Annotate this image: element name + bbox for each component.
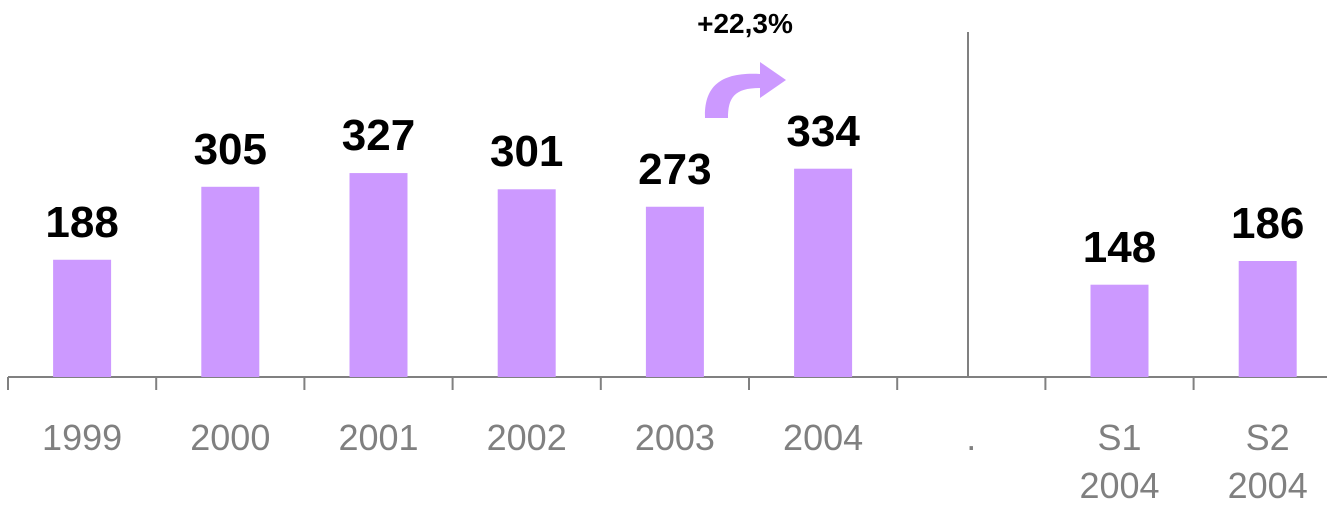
bar — [349, 173, 408, 377]
bar — [53, 259, 112, 377]
value-label: 301 — [489, 127, 564, 177]
x-tick-label: 2002 — [486, 417, 567, 458]
bar — [497, 189, 556, 377]
growth-arrow — [704, 62, 786, 118]
x-tick-label: . — [966, 417, 977, 458]
bar — [1238, 261, 1297, 377]
x-tick-label: 2004 — [783, 417, 864, 458]
annotation: +22,3% — [697, 8, 793, 39]
bar — [1090, 284, 1149, 377]
bar — [794, 168, 853, 377]
bar — [645, 206, 704, 377]
value-label: 305 — [193, 124, 267, 174]
x-tick-label: 2003 — [634, 417, 715, 458]
x-tick-label: 2000 — [190, 417, 271, 458]
value-label: 148 — [1082, 222, 1157, 272]
x-tick-label: 2001 — [338, 417, 419, 458]
value-label: 188 — [45, 197, 119, 247]
value-label: 334 — [786, 106, 860, 156]
x-tick-label: 1999 — [42, 417, 123, 458]
value-label: 273 — [638, 144, 712, 194]
bar — [201, 186, 260, 377]
value-label: 186 — [1230, 199, 1305, 248]
x-tick-label: S1 2004 — [1079, 417, 1160, 506]
x-tick-label: S2 2004 — [1227, 417, 1308, 506]
value-label: 327 — [341, 111, 416, 161]
